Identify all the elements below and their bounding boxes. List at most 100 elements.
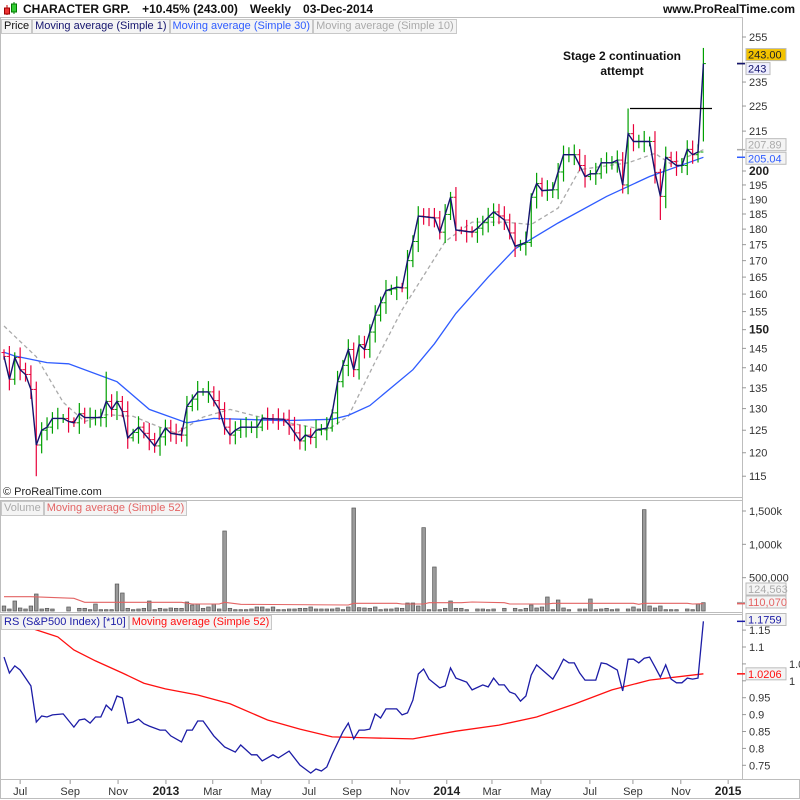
price-tick-label: 255 (749, 32, 767, 44)
legend-ma1[interactable]: Moving average (Simple 1) (32, 19, 170, 34)
price-tick-label: 215 (749, 126, 767, 138)
price-tick-label: 120 (749, 448, 767, 460)
period: Weekly (249, 2, 292, 16)
volume-bar (28, 605, 34, 612)
volume-bar (674, 609, 679, 612)
rs-axis: 1.15 1.1 1.05 1 0.95 0.9 0.85 0.8 0.75 (742, 625, 800, 772)
ma30-series (3, 156, 704, 424)
time-tick-label: 2014 (433, 784, 460, 798)
legend-price[interactable]: Price (1, 19, 33, 34)
legend-volume-ma[interactable]: Moving average (Simple 52) (43, 501, 188, 516)
volume-bar (701, 602, 706, 612)
candlestick-icon (4, 2, 17, 15)
volume-bar (668, 609, 674, 612)
volume-bar (249, 608, 254, 612)
rs-legend: RS (S&P500 Index) [*10] Moving average (… (1, 615, 273, 630)
price-legend: Price Moving average (Simple 1) Moving a… (1, 19, 457, 34)
volume-tick-label: 1,500k (749, 506, 783, 518)
volume-bar (399, 607, 405, 612)
annotation: Stage 2 continuation attempt (560, 49, 684, 79)
volume-bar (292, 608, 297, 612)
time-tick-label: May (251, 786, 272, 798)
volume-bar (200, 607, 206, 612)
rs-tick-label: 1.05 (789, 659, 800, 671)
price-tick-label: 160 (749, 289, 767, 301)
volume-bar (17, 607, 23, 612)
price-tick-label: 115 (749, 471, 767, 483)
site-link[interactable]: www.ProRealTime.com (662, 2, 795, 16)
last-volume-label: 124,563 (748, 584, 788, 596)
volume-bar (206, 606, 211, 612)
volume-bar (647, 605, 652, 612)
price-axis: 255 235 225 215 200 195 190 185 180 175 170 165 160 1… (742, 32, 769, 483)
volume-bar (593, 609, 598, 612)
time-tick-label: 2015 (715, 784, 742, 798)
volume-bar (222, 530, 227, 612)
annotation-line2: attempt (600, 64, 644, 78)
rs-tick-label: 0.75 (749, 760, 770, 772)
volume-bar (615, 608, 620, 612)
rs-series (3, 621, 705, 774)
price-tick-label: 225 (749, 101, 767, 113)
volume-bar (136, 608, 141, 612)
header-title-row: CHARACTER GRP. +10.45% (243.00) Weekly 0… (23, 2, 373, 16)
volume-bar (475, 608, 480, 612)
volume-tick-label: 1,000k (749, 539, 783, 551)
last-ma10-label: 207.89 (748, 140, 782, 152)
volume-bar (152, 609, 157, 612)
volume-bar (426, 609, 432, 612)
legend-ma30[interactable]: Moving average (Simple 30) (169, 19, 314, 34)
volume-ma-series (4, 596, 704, 606)
volume-bar (23, 608, 28, 612)
time-tick-label: Sep (60, 786, 80, 798)
volume-bar (7, 608, 12, 612)
volume-bar (93, 603, 98, 612)
volume-bar (373, 606, 378, 612)
close-line (3, 63, 705, 448)
volume-bar (233, 609, 238, 612)
time-tick-label: Sep (342, 786, 362, 798)
time-tick-label: Jul (302, 786, 316, 798)
legend-volume[interactable]: Volume (1, 501, 44, 516)
legend-rs-ma[interactable]: Moving average (Simple 52) (128, 615, 273, 630)
volume-bar (443, 607, 448, 612)
volume-bar (324, 608, 329, 612)
volume-bar (405, 602, 410, 612)
price-tick-label: 150 (749, 323, 769, 337)
time-tick-label: Nov (671, 786, 691, 798)
volume-bar (383, 608, 389, 612)
volume-bar (561, 607, 566, 612)
volume-bar (104, 609, 109, 612)
rs-ma-line (3, 616, 704, 740)
volume-bar (50, 608, 55, 612)
volume-bar (642, 509, 647, 612)
rs-tick-label: 1.15 (749, 625, 770, 637)
volume-bar (34, 593, 39, 612)
price-tick-label: 195 (749, 180, 767, 192)
rs-panel-frame (0, 614, 743, 780)
time-tick-label: 2013 (153, 784, 180, 798)
rs-tick-label: 0.85 (749, 727, 770, 739)
last-close-label: 243.00 (748, 50, 782, 62)
legend-rs[interactable]: RS (S&P500 Index) [*10] (1, 615, 129, 630)
volume-bar (459, 607, 464, 612)
price-tick-label: 145 (749, 343, 767, 355)
volume-bar (217, 608, 222, 612)
volume-bar (157, 607, 163, 612)
rs-tick-label: 0.95 (749, 693, 770, 705)
volume-bar (550, 609, 555, 612)
volume-bar (362, 607, 367, 612)
volume-bar (502, 607, 507, 612)
time-tick-label: Jul (583, 786, 597, 798)
time-tick-label: May (531, 786, 552, 798)
ma10-line (3, 149, 704, 435)
volume-bar (346, 606, 351, 612)
price-panel-frame (0, 17, 743, 498)
time-axis: Jul Sep Nov 2013 Mar May Jul Sep Nov 2014 Mar May Ju… (13, 780, 742, 798)
volume-bar (297, 607, 303, 612)
volume-bar (609, 609, 615, 612)
legend-ma10[interactable]: Moving average (Simple 10) (313, 19, 457, 34)
volume-bar (663, 609, 668, 612)
